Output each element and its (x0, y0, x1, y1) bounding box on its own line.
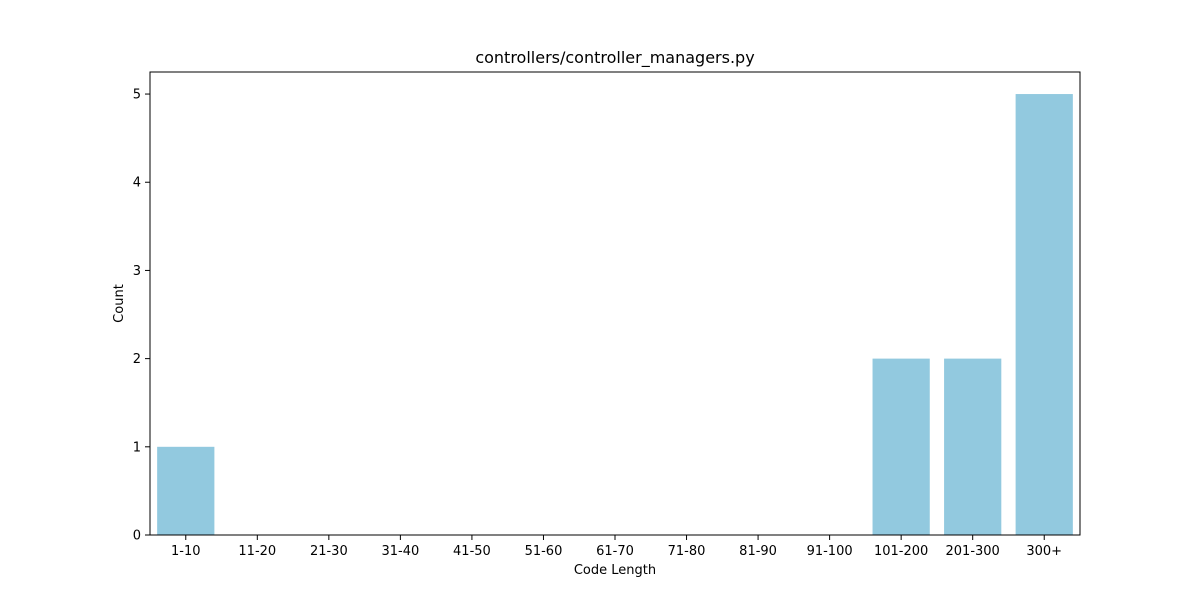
x-tick-label: 1-10 (171, 544, 201, 559)
y-tick-label: 4 (133, 176, 141, 191)
x-tick-label: 101-200 (874, 544, 928, 559)
y-tick-label: 2 (133, 352, 141, 367)
x-tick-label: 41-50 (453, 544, 491, 559)
bar-101-200 (872, 358, 930, 535)
bars-layer (157, 94, 1073, 536)
x-tick-label: 21-30 (310, 544, 348, 559)
y-axis-title: Count (112, 284, 127, 323)
x-tick-label: 201-300 (946, 544, 1000, 559)
x-axis-ticks: 1-10 11-20 21-30 31-40 41-50 51-60 61-70 71-80 8… (171, 535, 1062, 559)
x-tick-label: 300+ (1026, 544, 1062, 559)
y-tick-label: 0 (133, 529, 141, 544)
x-tick-label: 81-90 (739, 544, 777, 559)
x-tick-label: 51-60 (525, 544, 563, 559)
y-axis-ticks: 0 1 2 3 4 5 (133, 88, 150, 544)
x-tick-label: 11-20 (238, 544, 276, 559)
x-axis-title: Code Length (574, 563, 656, 578)
plot-frame (149, 71, 1081, 536)
bar-1-10 (157, 446, 215, 535)
y-tick-label: 3 (133, 264, 141, 279)
x-tick-label: 31-40 (381, 544, 419, 559)
chart-title: controllers/controller_managers.py (475, 48, 754, 68)
x-tick-label: 61-70 (596, 544, 634, 559)
bar-201-300 (944, 358, 1002, 535)
x-tick-label: 91-100 (807, 544, 853, 559)
y-tick-label: 5 (133, 88, 141, 103)
bar-300+ (1015, 94, 1073, 536)
y-tick-label: 1 (133, 440, 141, 455)
x-tick-label: 71-80 (668, 544, 706, 559)
